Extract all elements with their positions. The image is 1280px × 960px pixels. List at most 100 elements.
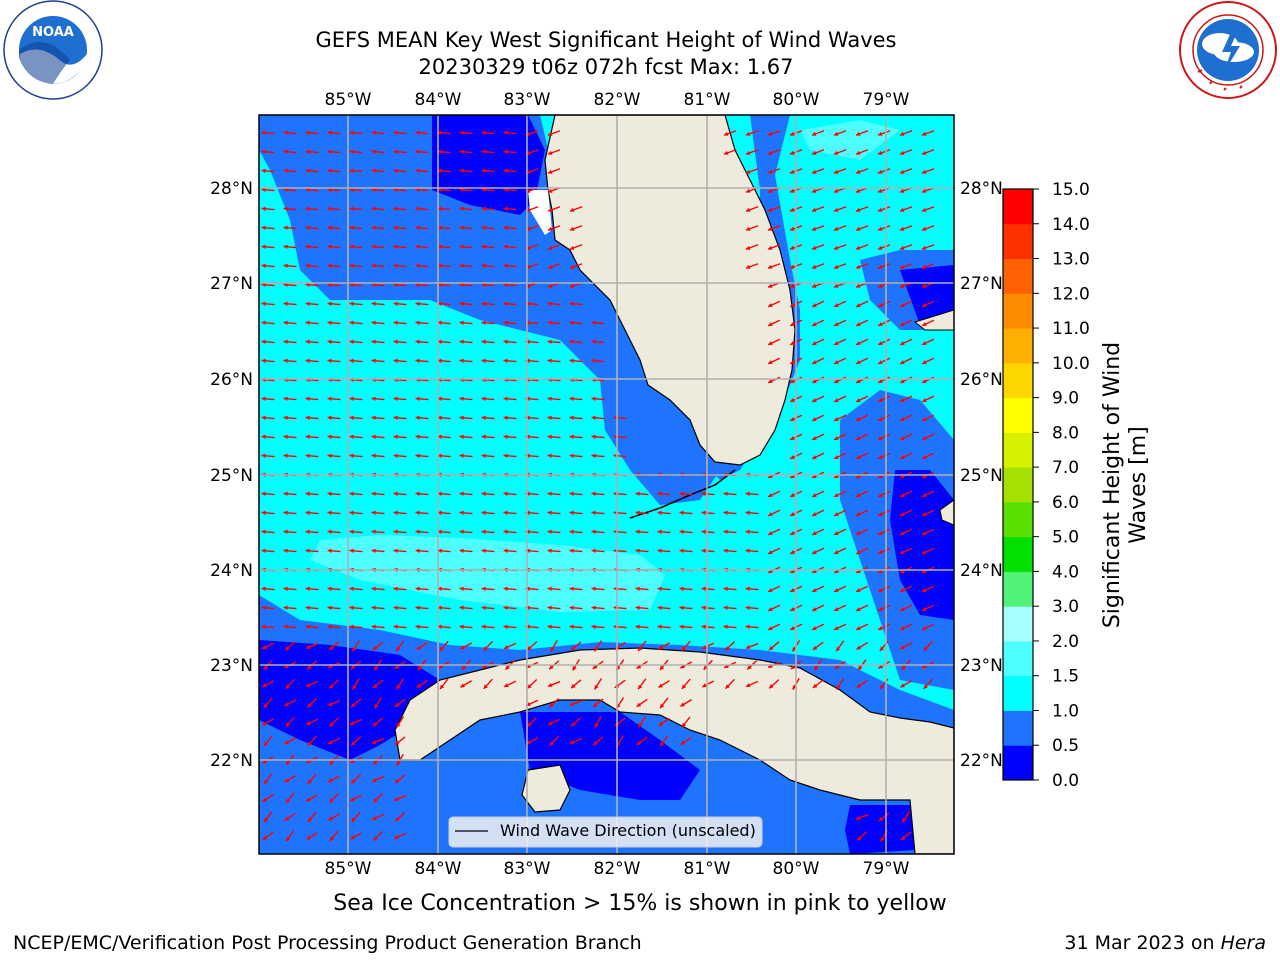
wave-direction-arrowhead [877, 131, 883, 136]
chart-title: GEFS MEAN Key West Significant Height of… [315, 28, 897, 52]
wave-direction-arrowhead [261, 586, 266, 591]
wave-direction-arrowhead [547, 491, 552, 496]
wave-direction-arrowhead [569, 339, 574, 344]
wave-direction-arrowhead [635, 529, 640, 534]
wave-direction-arrowhead [437, 130, 442, 135]
wave-direction-arrowhead [836, 646, 841, 652]
wave-direction-arrowhead [569, 701, 575, 706]
wave-direction-arrowhead [418, 665, 423, 671]
wave-direction-arrowhead [547, 169, 553, 174]
wave-direction-arrowhead [767, 188, 773, 193]
wave-direction-arrowhead [261, 168, 266, 173]
lat-tick-left: 22°N [210, 751, 253, 771]
wave-direction-arrowhead [327, 529, 332, 534]
wave-direction-arrowhead [856, 455, 861, 460]
wave-direction-arrowhead [745, 131, 751, 136]
wave-direction-arrowhead [856, 550, 861, 555]
wave-direction-arrowhead [459, 130, 464, 135]
wave-direction-arrowhead [877, 207, 883, 212]
wave-direction-arrowhead [503, 168, 508, 173]
wave-direction-arrowhead [371, 225, 376, 230]
wave-direction-arrowhead [371, 396, 376, 401]
wave-direction-arrowhead [569, 605, 574, 610]
wave-direction-arrowhead [723, 529, 728, 534]
wave-direction-arrowhead [527, 722, 532, 727]
colorbar-tick-label: 11.0 [1052, 319, 1090, 339]
lat-tick-left: 25°N [210, 466, 253, 486]
wave-direction-arrowhead [283, 263, 288, 268]
wave-direction-arrowhead [591, 415, 596, 420]
wave-direction-arrowhead [921, 207, 927, 212]
colorbar-segment [1003, 571, 1033, 607]
wave-direction-arrowhead [899, 226, 905, 231]
wave-direction-arrowhead [547, 434, 552, 439]
wave-direction-arrowhead [856, 683, 862, 688]
wave-direction-arrowhead [437, 605, 442, 610]
wave-direction-arrowhead [745, 226, 751, 231]
wave-direction-arrowhead [352, 685, 357, 690]
wave-direction-arrowhead [547, 529, 552, 534]
wave-direction-arrowhead [834, 569, 839, 574]
colorbar-tick-label: 4.0 [1052, 562, 1079, 582]
wave-direction-arrowhead [834, 398, 839, 403]
wave-direction-arrowhead [834, 474, 839, 479]
wave-direction-arrowhead [393, 320, 398, 325]
wave-direction-arrowhead [834, 512, 839, 517]
wave-direction-arrowhead [658, 645, 663, 650]
lat-tick-right: 25°N [960, 466, 1003, 486]
wave-direction-arrowhead [396, 761, 401, 766]
wave-direction-arrowhead [415, 434, 420, 439]
wave-direction-arrowhead [261, 453, 266, 458]
wave-direction-arrowhead [263, 665, 268, 670]
wave-direction-arrowhead [591, 453, 596, 458]
wave-direction-arrowhead [459, 415, 464, 420]
wave-direction-arrowhead [922, 455, 927, 460]
wave-direction-arrowhead [349, 586, 354, 591]
wave-direction-arrowhead [550, 647, 555, 652]
wave-direction-arrowhead [261, 263, 266, 268]
colorbar-tick-label: 15.0 [1052, 180, 1090, 200]
wave-direction-arrowhead [415, 301, 420, 306]
wave-direction-arrowhead [569, 586, 574, 591]
wave-direction-arrowhead [547, 624, 552, 629]
lat-tick-right: 28°N [960, 179, 1003, 199]
wave-direction-arrowhead [768, 607, 773, 612]
wave-direction-arrowhead [812, 341, 817, 346]
wave-direction-arrowhead [415, 244, 420, 249]
lon-tick-top: 79°W [863, 90, 910, 110]
wave-direction-arrowhead [415, 130, 420, 135]
wave-direction-arrowhead [349, 339, 354, 344]
colorbar-segment [1003, 293, 1033, 329]
lon-tick-top: 82°W [594, 90, 641, 110]
wave-direction-arrowhead [681, 722, 687, 728]
wave-direction-arrowhead [371, 624, 376, 629]
wave-direction-arrowhead [283, 548, 288, 553]
wave-direction-arrowhead [393, 339, 398, 344]
wave-direction-arrowhead [878, 626, 883, 631]
wave-direction-arrowhead [284, 664, 289, 669]
wave-direction-arrowhead [328, 816, 333, 821]
wave-direction-arrowhead [834, 588, 839, 593]
wave-direction-arrowhead [327, 548, 332, 553]
wave-direction-arrowhead [636, 664, 642, 669]
wave-direction-arrowhead [437, 434, 442, 439]
wave-direction-arrowhead [812, 417, 817, 422]
wave-direction-arrowhead [701, 491, 706, 496]
wave-direction-arrowhead [856, 626, 861, 631]
wave-direction-arrowhead [834, 455, 839, 460]
wave-direction-arrowhead [328, 778, 333, 783]
wave-direction-arrowhead [834, 550, 839, 555]
wave-direction-arrowhead [481, 415, 486, 420]
wave-direction-arrowhead [723, 586, 728, 591]
wave-direction-arrowhead [877, 169, 883, 174]
wave-direction-arrowhead [922, 550, 927, 555]
wave-direction-arrowhead [481, 434, 486, 439]
colorbar-segment [1003, 710, 1033, 746]
wave-direction-arrowhead [811, 188, 817, 193]
wave-direction-arrowhead [547, 150, 553, 155]
wave-direction-arrowhead [349, 548, 354, 553]
wave-direction-arrowhead [790, 512, 795, 517]
wave-direction-arrowhead [327, 301, 332, 306]
map-frame [258, 114, 955, 855]
